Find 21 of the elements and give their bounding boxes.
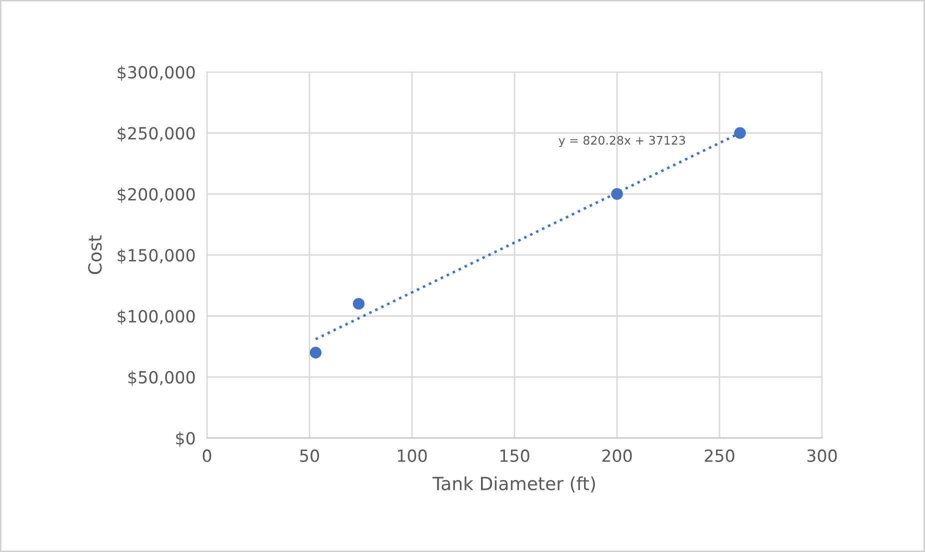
y-tick-label: $100,000 [118,310,195,325]
x-tick-label: 300 [807,449,837,462]
point [310,346,322,358]
y-tick-label: $0 [176,432,195,447]
x-tick-label: 50 [300,449,319,462]
x-tick-label: 100 [398,449,427,462]
y-tick-label: $300,000 [118,66,195,81]
x-tick-label: 200 [602,449,632,462]
y-tick-label: $150,000 [118,248,195,264]
x-tick-label: 150 [500,449,530,462]
annotation: y = 820.28x + 37123 [558,136,685,148]
point [611,188,623,200]
point [352,298,365,310]
y-axis-title: Cost [88,235,102,274]
x-tick-label: 0 [202,449,212,462]
y-tick-label: $250,000 [118,126,195,142]
y-tick-label: $50,000 [128,370,195,386]
x-tick-label: 250 [704,449,734,462]
x-axis-title: Tank Diameter (ft) [432,476,595,492]
y-tick-label: $200,000 [118,188,195,203]
point [734,127,746,139]
